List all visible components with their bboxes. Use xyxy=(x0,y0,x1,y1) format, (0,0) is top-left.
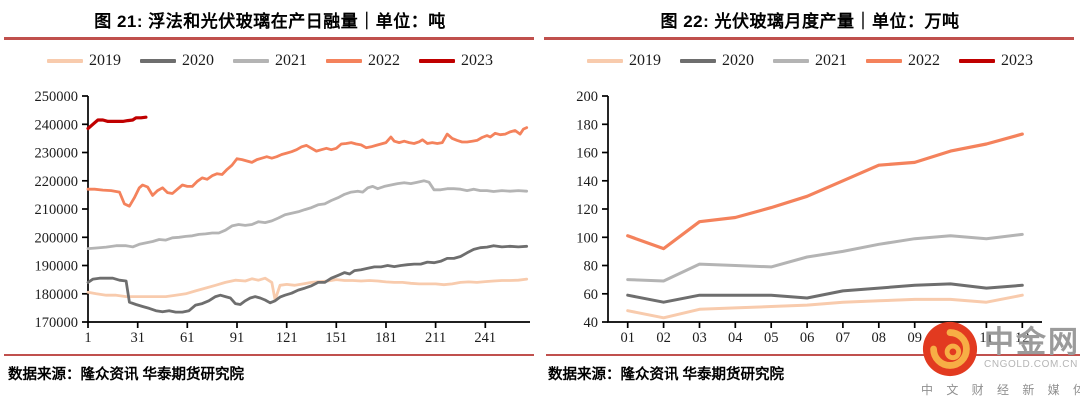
legend-item-2021: 2021 xyxy=(773,52,847,70)
svg-text:91: 91 xyxy=(230,330,245,346)
legend: 2019 2020 2021 2022 2023 xyxy=(0,52,540,70)
legend-label-2023: 2023 xyxy=(1001,52,1033,69)
source-label-right: 数据来源：隆众资讯 华泰期货研究院 xyxy=(548,367,785,383)
chart-panel-right: 图 22: 光伏玻璃月度产量｜单位：万吨 2019 2020 2021 2022 202… xyxy=(540,0,1080,401)
svg-text:250000: 250000 xyxy=(35,89,79,105)
legend: 2019 2020 2021 2022 2023 xyxy=(540,52,1080,70)
legend-swatch-2021 xyxy=(773,59,809,63)
svg-text:160: 160 xyxy=(576,146,598,162)
source-label-left: 数据来源：隆众资讯 华泰期货研究院 xyxy=(8,367,245,383)
svg-text:211: 211 xyxy=(425,330,446,346)
legend-swatch-2022 xyxy=(326,59,362,63)
legend-item-2023: 2023 xyxy=(419,52,493,70)
legend-swatch-2020 xyxy=(140,59,176,63)
legend-item-2019: 2019 xyxy=(47,52,121,70)
legend-item-2022: 2022 xyxy=(326,52,400,70)
title-divider-left xyxy=(4,37,534,40)
svg-text:01: 01 xyxy=(620,330,635,346)
legend-swatch-2021 xyxy=(233,59,269,63)
watermark: 中金网 CNGOLD.COM.CN 中 文 财 经 新 媒 体 xyxy=(921,320,1080,398)
legend-label-2023: 2023 xyxy=(461,52,493,69)
legend-label-2020: 2020 xyxy=(182,52,214,69)
svg-text:190000: 190000 xyxy=(35,259,79,275)
legend-item-2019: 2019 xyxy=(587,52,661,70)
svg-text:240000: 240000 xyxy=(35,117,79,133)
svg-text:08: 08 xyxy=(872,330,887,346)
watermark-brand: 中金网 xyxy=(984,326,1080,359)
line-chart-right: 40 60 80 100 120 140 160 180 200 01 02 03 04 05 06 07 08… xyxy=(576,89,1042,346)
svg-text:05: 05 xyxy=(764,330,779,346)
legend-swatch-2023 xyxy=(419,58,455,64)
svg-text:61: 61 xyxy=(180,330,195,346)
svg-text:1: 1 xyxy=(84,330,91,346)
svg-text:60: 60 xyxy=(584,287,599,303)
svg-text:100: 100 xyxy=(576,230,598,246)
svg-text:210000: 210000 xyxy=(35,202,79,218)
watermark-row: 中金网 CNGOLD.COM.CN xyxy=(921,320,1080,378)
svg-text:200000: 200000 xyxy=(35,230,79,246)
svg-text:121: 121 xyxy=(276,330,298,346)
line-chart-left: 170000 180000 190000 200000 210000 220000 2300… xyxy=(35,89,530,346)
source-divider-left xyxy=(4,354,534,356)
legend-item-2020: 2020 xyxy=(140,52,214,70)
svg-text:40: 40 xyxy=(584,315,599,331)
svg-text:151: 151 xyxy=(325,330,347,346)
svg-text:04: 04 xyxy=(728,330,743,346)
watermark-tagline: 中 文 财 经 新 媒 体 xyxy=(921,383,1080,397)
legend-swatch-2023 xyxy=(959,58,995,64)
legend-swatch-2022 xyxy=(866,58,902,64)
legend-swatch-2020 xyxy=(680,59,716,63)
svg-text:11: 11 xyxy=(979,330,993,346)
chart-panel-left: 图 21: 浮法和光伏玻璃在产日融量｜单位：吨 2019 2020 2021 2022… xyxy=(0,12,540,383)
svg-text:120: 120 xyxy=(576,202,598,218)
svg-text:02: 02 xyxy=(656,330,671,346)
svg-text:03: 03 xyxy=(692,330,707,346)
cngold-logo-icon xyxy=(922,321,978,377)
legend-label-2022: 2022 xyxy=(908,52,940,69)
chart-title-right: 图 22: 光伏玻璃月度产量｜单位：万吨 xyxy=(660,12,960,31)
svg-text:220000: 220000 xyxy=(35,174,79,190)
legend-label-2021: 2021 xyxy=(815,52,847,69)
legend-item-2021: 2021 xyxy=(233,52,307,70)
svg-text:180000: 180000 xyxy=(35,287,79,303)
svg-text:180: 180 xyxy=(576,117,598,133)
legend-item-2020: 2020 xyxy=(680,52,754,70)
svg-text:230000: 230000 xyxy=(35,146,79,162)
svg-text:181: 181 xyxy=(375,330,397,346)
title-divider-right xyxy=(544,37,1074,40)
watermark-text-block: 中金网 CNGOLD.COM.CN xyxy=(984,328,1080,370)
svg-text:80: 80 xyxy=(584,259,599,275)
svg-text:06: 06 xyxy=(800,330,815,346)
svg-text:07: 07 xyxy=(836,330,851,346)
legend-label-2019: 2019 xyxy=(89,52,121,69)
svg-text:170000: 170000 xyxy=(35,315,79,331)
legend-item-2022: 2022 xyxy=(866,52,940,70)
legend-label-2021: 2021 xyxy=(275,52,307,69)
svg-text:241: 241 xyxy=(474,330,496,346)
legend-swatch-2019 xyxy=(587,59,623,63)
legend-item-2023: 2023 xyxy=(959,52,1033,70)
svg-text:140: 140 xyxy=(576,174,598,190)
legend-label-2022: 2022 xyxy=(368,52,400,69)
legend-label-2019: 2019 xyxy=(629,52,661,69)
svg-text:09: 09 xyxy=(907,330,922,346)
svg-text:200: 200 xyxy=(576,89,598,105)
svg-text:12: 12 xyxy=(1015,330,1030,346)
watermark-domain: CNGOLD.COM.CN xyxy=(984,359,1078,370)
svg-text:31: 31 xyxy=(130,330,145,346)
legend-label-2020: 2020 xyxy=(722,52,754,69)
source-divider-right xyxy=(546,354,1080,356)
legend-swatch-2019 xyxy=(47,59,83,63)
chart-title-left: 图 21: 浮法和光伏玻璃在产日融量｜单位：吨 xyxy=(94,12,446,31)
